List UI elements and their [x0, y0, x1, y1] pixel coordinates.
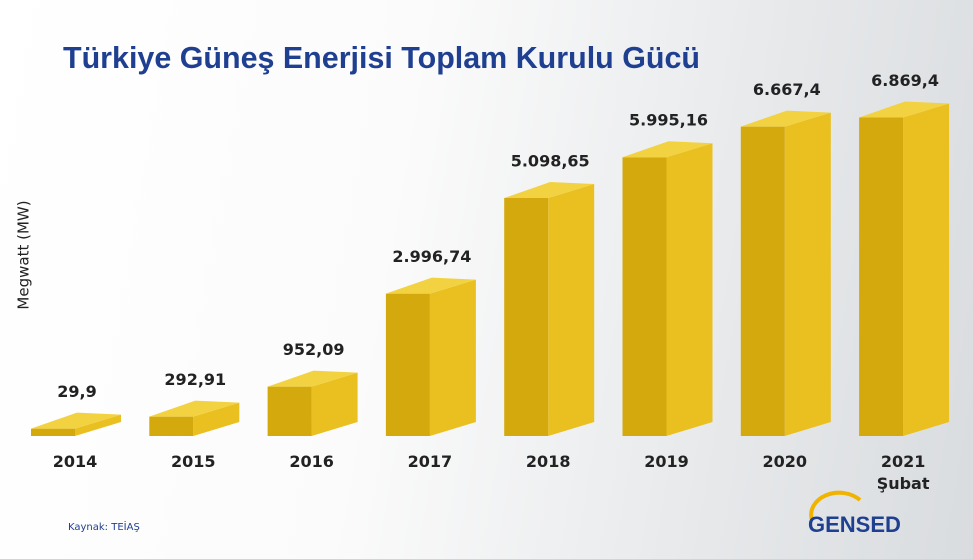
- bar-front: [385, 293, 430, 436]
- bar-front: [622, 157, 667, 436]
- bar-front: [504, 198, 549, 436]
- bar: [859, 101, 950, 437]
- bar-front: [149, 416, 194, 436]
- value-label: 5.995,16: [629, 111, 708, 130]
- x-tick-label: 2018: [525, 452, 571, 471]
- bar-top: [267, 370, 358, 387]
- bar: [622, 141, 713, 436]
- value-label: 2.996,74: [392, 247, 471, 266]
- value-label: 952,09: [283, 340, 345, 359]
- bar: [149, 400, 240, 436]
- bar-top: [622, 141, 713, 158]
- x-tick-label: 2020: [762, 452, 808, 471]
- bar-front: [267, 386, 312, 436]
- bar: [740, 110, 831, 436]
- x-tick-label: 2019: [644, 452, 689, 471]
- bar-side: [429, 279, 476, 436]
- bar: [385, 277, 476, 436]
- value-label: 6.869,4: [871, 71, 939, 90]
- bar-top: [31, 412, 121, 429]
- y-axis-label: Megwatt (MW): [15, 200, 33, 309]
- bar-front: [31, 428, 75, 436]
- value-label: 6.667,4: [753, 80, 821, 99]
- bar-top: [504, 182, 595, 199]
- bar-side: [75, 414, 121, 436]
- bar-side: [784, 112, 831, 436]
- source: Kaynak: TEİAŞ: [68, 520, 140, 533]
- value-label: 292,91: [164, 370, 226, 389]
- x-tick-label: 2017: [407, 452, 453, 471]
- x-tick-label: 2021 Şubat: [876, 452, 930, 493]
- bar: [504, 182, 595, 436]
- bar-top: [740, 110, 831, 127]
- bar-top: [859, 101, 950, 118]
- bar-side: [903, 103, 950, 437]
- bar-side: [311, 372, 358, 436]
- x-tick-label: 2015: [171, 452, 216, 471]
- bar-top: [149, 400, 240, 417]
- bar-side: [548, 184, 595, 436]
- value-label: 29,9: [57, 382, 96, 401]
- bar-front: [859, 117, 904, 437]
- bar-front: [740, 126, 785, 436]
- x-tick-label: 2014: [52, 452, 98, 471]
- bar-top: [385, 277, 476, 294]
- chart-title: Türkiye Güneş Enerjisi Toplam Kurulu Güc…: [63, 40, 700, 75]
- value-label: 5.098,65: [511, 152, 590, 171]
- bar-side: [193, 402, 240, 436]
- logo-arc: [809, 490, 862, 521]
- logo: GENSED: [808, 512, 901, 537]
- bar: [267, 370, 358, 436]
- bar-side: [666, 143, 713, 436]
- bar: [31, 412, 121, 436]
- x-tick-label: 2016: [289, 452, 334, 471]
